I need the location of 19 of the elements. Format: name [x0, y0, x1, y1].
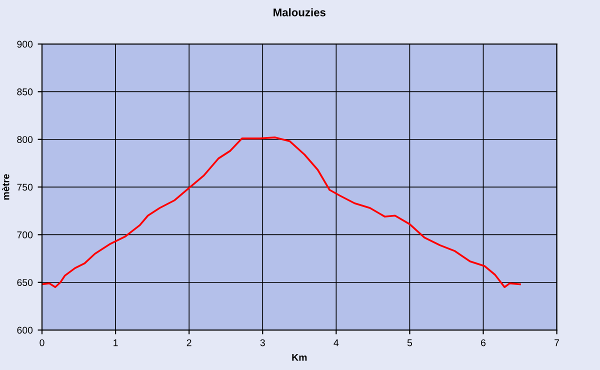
y-tick-label: 700 [17, 231, 33, 238]
x-tick-label: 1 [114, 339, 118, 346]
y-tick-label: 800 [17, 136, 33, 143]
line-series [42, 136, 521, 288]
x-tick-label: 4 [334, 339, 339, 346]
x-tick-label: 5 [407, 339, 412, 346]
y-tick-label: 850 [17, 88, 33, 96]
x-tick-label: 3 [260, 339, 265, 346]
x-tick-label: 2 [186, 339, 192, 346]
x-tick-label: 0 [40, 339, 44, 346]
y-tick-label: 600 [17, 326, 33, 334]
y-tick-label: 750 [17, 184, 33, 191]
x-tick-label: 7 [554, 339, 560, 346]
x-tick-label: 6 [481, 339, 486, 346]
chart-title: Malouzies [274, 8, 326, 16]
y-axis-title: mètre [2, 174, 10, 200]
y-tick-label: 900 [17, 40, 33, 48]
x-axis-title: Km [292, 354, 307, 361]
y-tick-label: 650 [17, 279, 33, 286]
